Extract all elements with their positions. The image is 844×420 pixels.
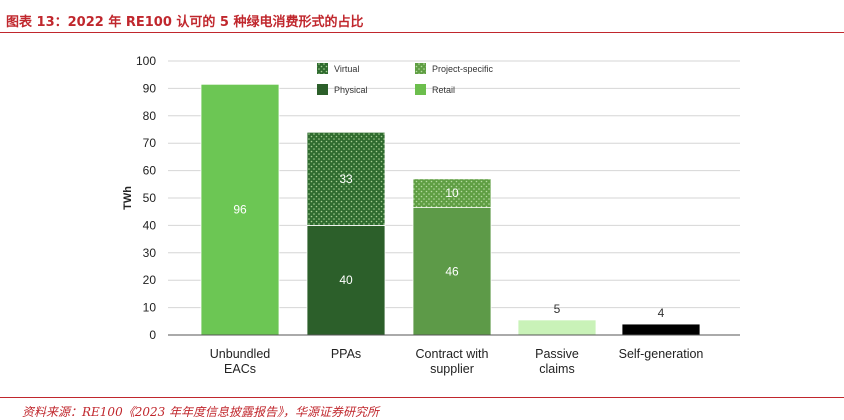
bar-chart: 96 40 33 46 10 5 4 0 10 20 30 40 50 60 70 80 90 100 TWh Un… (122, 54, 740, 376)
y-tick-label: 60 (143, 164, 157, 178)
data-label: 4 (658, 306, 665, 320)
x-tick-label: supplier (430, 362, 474, 376)
x-tick-label: Self-generation (619, 347, 704, 361)
bar-segment (412, 178, 492, 208)
legend-label: Project-specific (432, 64, 494, 74)
x-tick-label: PPAs (331, 347, 361, 361)
data-labels: 96 40 33 46 10 5 4 (233, 172, 664, 320)
y-tick-label: 20 (143, 273, 157, 287)
y-tick-label: 30 (143, 246, 157, 260)
y-tick-label: 90 (143, 81, 157, 95)
bar-segment (621, 323, 701, 336)
y-tick-label: 80 (143, 109, 157, 123)
bars (200, 83, 701, 336)
data-label: 40 (339, 273, 353, 287)
data-label: 33 (339, 172, 353, 186)
data-label: 10 (445, 186, 459, 200)
legend: Virtual Project-specific Physical Retail (317, 63, 494, 95)
data-label: 5 (554, 302, 561, 316)
source-rule (0, 397, 844, 398)
x-tick-label: EACs (224, 362, 256, 376)
legend-label: Physical (334, 85, 368, 95)
bar-segment (306, 224, 386, 336)
y-tick-label: 100 (136, 54, 156, 68)
x-tick-label: claims (539, 362, 574, 376)
x-tick-label: Passive (535, 347, 579, 361)
legend-swatch (415, 63, 426, 74)
y-tick-label: 40 (143, 218, 157, 232)
legend-label: Retail (432, 85, 455, 95)
y-axis-label: TWh (122, 186, 134, 210)
y-tick-label: 50 (143, 191, 157, 205)
data-label: 46 (445, 264, 459, 278)
legend-swatch (317, 84, 328, 95)
y-tick-label: 10 (143, 301, 157, 315)
y-tick-label: 0 (149, 328, 156, 342)
source-note: 资料来源：RE100《2023 年年度信息披露报告》，华源证券研究所 (22, 405, 380, 419)
y-tick-label: 70 (143, 136, 157, 150)
legend-label: Virtual (334, 64, 359, 74)
figure-title: 图表 13：2022 年 RE100 认可的 5 种绿电消费形式的占比 (6, 15, 364, 30)
bar-segment (200, 83, 280, 336)
x-tick-label: Contract with (416, 347, 489, 361)
title-rule (0, 32, 844, 33)
bar-segment (306, 131, 386, 226)
legend-swatch (415, 84, 426, 95)
legend-swatch (317, 63, 328, 74)
x-tick-label: Unbundled (210, 347, 271, 361)
data-label: 96 (233, 203, 247, 217)
bar-segment (517, 319, 597, 336)
